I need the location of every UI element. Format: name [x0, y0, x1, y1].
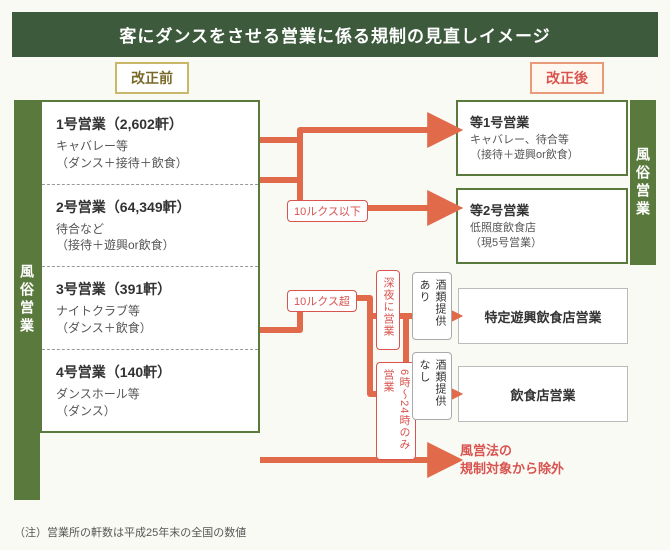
- left-box: 1号営業（2,602軒） キャバレー等（ダンス＋接待＋飲食）: [42, 102, 258, 185]
- side-label-right: 風俗営業: [630, 100, 656, 265]
- heading-after: 改正後: [530, 62, 604, 94]
- left-box-sub: キャバレー等（ダンス＋接待＋飲食）: [56, 138, 244, 172]
- right-box-title: 飲食店営業: [510, 385, 575, 404]
- right-box: 等1号営業キャバレー、待合等（接待＋遊興or飲食）: [456, 100, 628, 176]
- condition-vtag: 深夜に営業: [376, 270, 400, 350]
- condition-vtag: 6時〜24時のみ営業: [376, 362, 416, 460]
- right-box: 特定遊興飲食店営業: [458, 288, 628, 344]
- excluded-text: 風営法の規制対象から除外: [460, 442, 564, 478]
- right-box-sub: キャバレー、待合等（接待＋遊興or飲食）: [470, 133, 614, 163]
- left-box-sub: ダンスホール等（ダンス）: [56, 386, 244, 420]
- left-box: 2号営業（64,349軒） 待合など（接待＋遊興or飲食）: [42, 185, 258, 268]
- footnote: （注）営業所の軒数は平成25年末の全国の数値: [14, 524, 246, 540]
- left-box-title: 1号営業（2,602軒）: [56, 114, 244, 134]
- left-box-title: 3号営業（391軒）: [56, 279, 244, 299]
- side-label-left: 風俗営業: [14, 100, 40, 500]
- page-title: 客にダンスをさせる営業に係る規制の見直しイメージ: [12, 12, 658, 57]
- right-box: 等2号営業低照度飲食店（現5号営業）: [456, 188, 628, 264]
- right-box: 飲食店営業: [458, 366, 628, 422]
- right-box-title: 等1号営業: [470, 112, 614, 131]
- left-box: 3号営業（391軒） ナイトクラブ等（ダンス＋飲食）: [42, 267, 258, 350]
- left-box-title: 4号営業（140軒）: [56, 362, 244, 382]
- condition-vtag: 酒類提供あり: [412, 272, 452, 340]
- heading-before: 改正前: [115, 62, 189, 94]
- left-box-title: 2号営業（64,349軒）: [56, 197, 244, 217]
- right-box-sub: 低照度飲食店（現5号営業）: [470, 221, 614, 251]
- condition-tag: 10ルクス超: [287, 290, 357, 312]
- left-column: 1号営業（2,602軒） キャバレー等（ダンス＋接待＋飲食）2号営業（64,34…: [40, 100, 260, 433]
- condition-vtag: 酒類提供なし: [412, 352, 452, 420]
- left-box: 4号営業（140軒） ダンスホール等（ダンス）: [42, 350, 258, 432]
- right-box-title: 特定遊興飲食店営業: [484, 307, 601, 326]
- condition-tag: 10ルクス以下: [287, 200, 368, 222]
- right-box-title: 等2号営業: [470, 200, 614, 219]
- left-box-sub: ナイトクラブ等（ダンス＋飲食）: [56, 303, 244, 337]
- left-box-sub: 待合など（接待＋遊興or飲食）: [56, 221, 244, 255]
